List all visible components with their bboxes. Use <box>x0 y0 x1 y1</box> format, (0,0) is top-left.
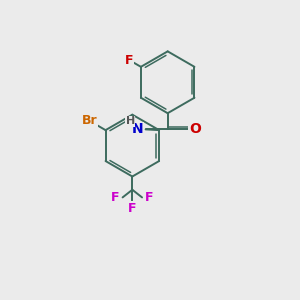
Text: F: F <box>145 191 153 204</box>
Text: O: O <box>189 122 201 136</box>
Text: F: F <box>111 191 120 204</box>
Text: Br: Br <box>82 115 98 128</box>
Text: H: H <box>126 116 135 126</box>
Text: N: N <box>131 122 143 136</box>
Text: F: F <box>128 202 136 214</box>
Text: F: F <box>125 54 134 67</box>
